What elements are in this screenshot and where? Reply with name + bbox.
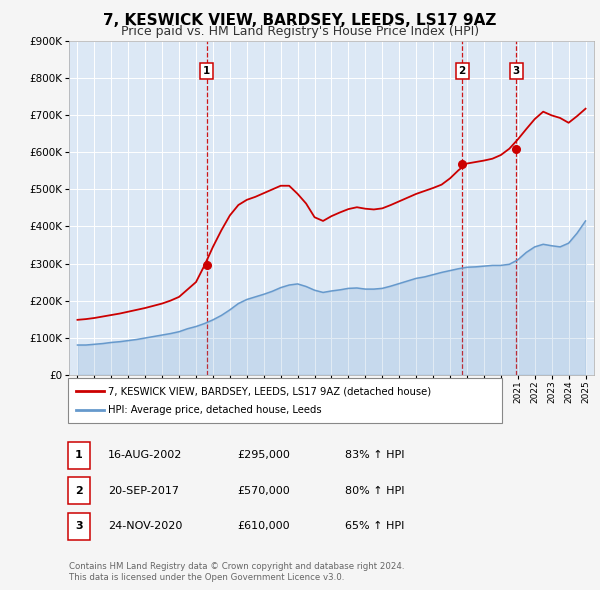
Text: £295,000: £295,000 <box>237 451 290 460</box>
Text: 16-AUG-2002: 16-AUG-2002 <box>108 451 182 460</box>
Text: £570,000: £570,000 <box>237 486 290 496</box>
Text: Price paid vs. HM Land Registry's House Price Index (HPI): Price paid vs. HM Land Registry's House … <box>121 25 479 38</box>
Text: 3: 3 <box>75 522 83 531</box>
Text: 1: 1 <box>75 451 83 460</box>
Text: 24-NOV-2020: 24-NOV-2020 <box>108 522 182 531</box>
Text: 65% ↑ HPI: 65% ↑ HPI <box>345 522 404 531</box>
Text: Contains HM Land Registry data © Crown copyright and database right 2024.
This d: Contains HM Land Registry data © Crown c… <box>69 562 404 582</box>
Text: HPI: Average price, detached house, Leeds: HPI: Average price, detached house, Leed… <box>108 405 322 415</box>
Text: 2: 2 <box>458 66 466 76</box>
Text: 80% ↑ HPI: 80% ↑ HPI <box>345 486 404 496</box>
Text: 20-SEP-2017: 20-SEP-2017 <box>108 486 179 496</box>
Text: 2: 2 <box>75 486 83 496</box>
Text: £610,000: £610,000 <box>237 522 290 531</box>
Text: 7, KESWICK VIEW, BARDSEY, LEEDS, LS17 9AZ: 7, KESWICK VIEW, BARDSEY, LEEDS, LS17 9A… <box>103 12 497 28</box>
Text: 3: 3 <box>512 66 520 76</box>
Text: 7, KESWICK VIEW, BARDSEY, LEEDS, LS17 9AZ (detached house): 7, KESWICK VIEW, BARDSEY, LEEDS, LS17 9A… <box>108 386 431 396</box>
Text: 1: 1 <box>203 66 210 76</box>
Text: 83% ↑ HPI: 83% ↑ HPI <box>345 451 404 460</box>
